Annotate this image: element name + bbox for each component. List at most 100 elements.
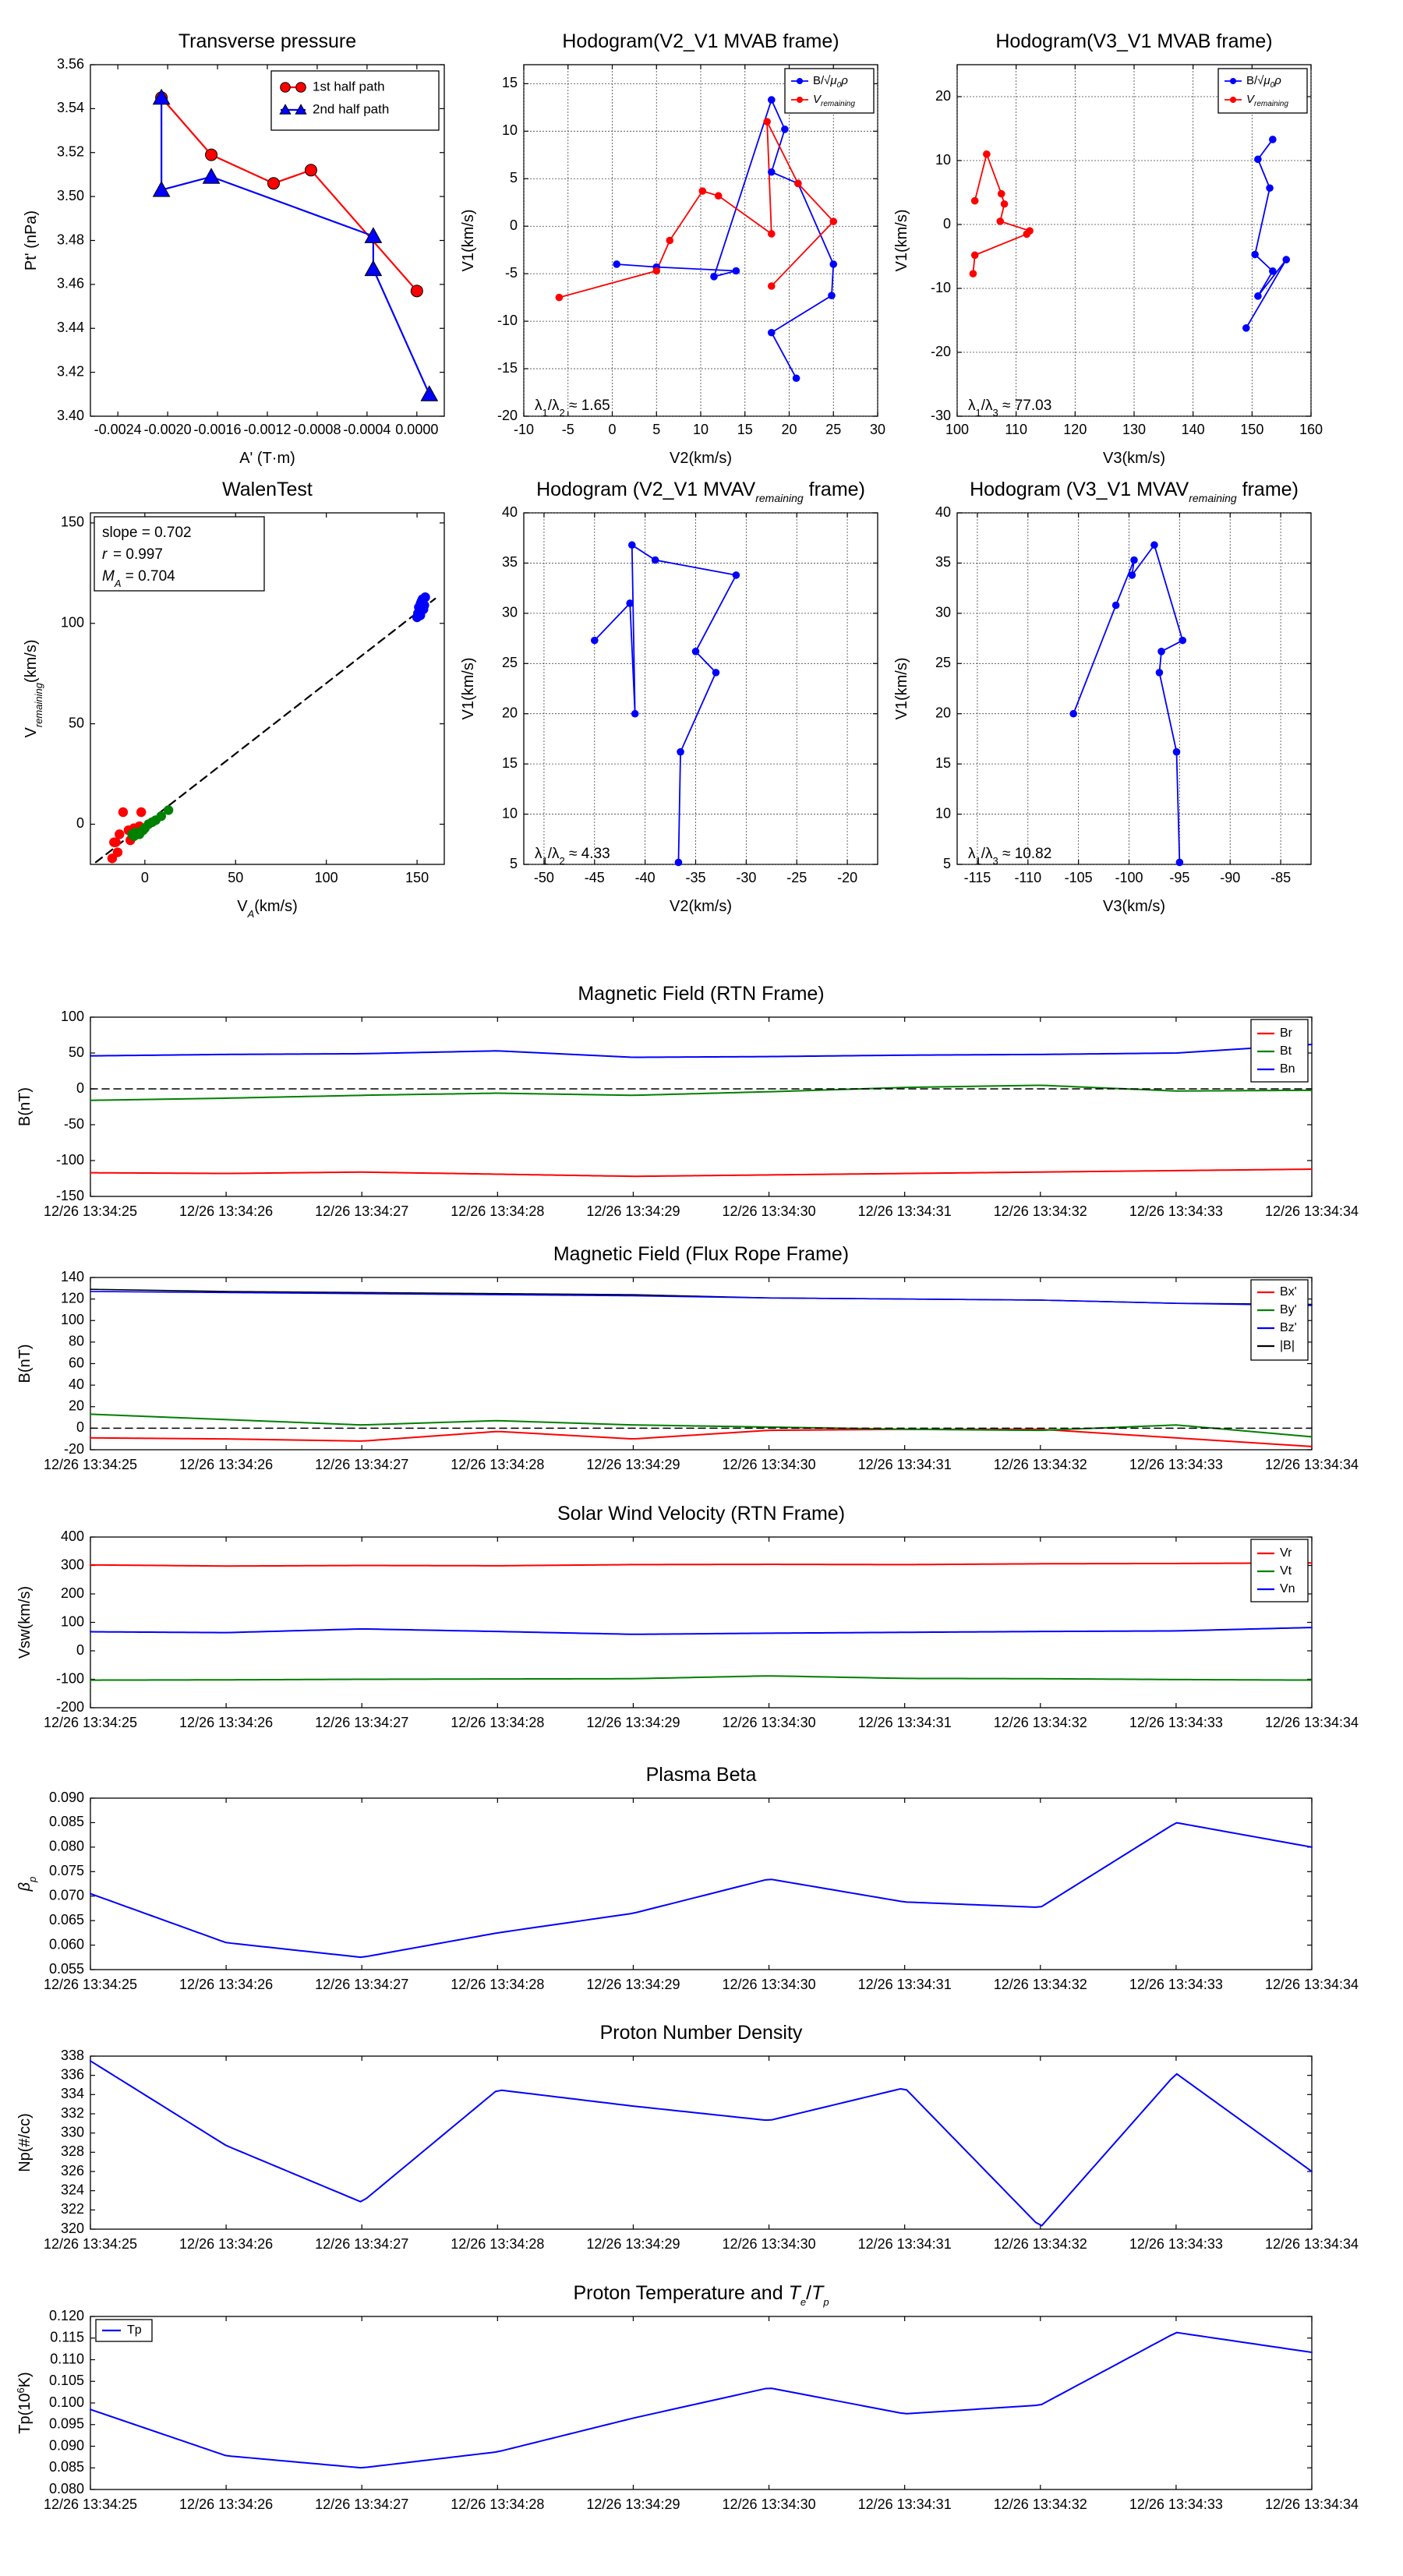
svg-text:10: 10 bbox=[502, 805, 518, 821]
svg-text:Vt: Vt bbox=[1280, 1564, 1292, 1578]
svg-text:0.115: 0.115 bbox=[50, 2330, 84, 2345]
svg-text:-30: -30 bbox=[931, 408, 951, 423]
svg-text:12/26 13:34:34: 12/26 13:34:34 bbox=[1265, 1715, 1359, 1730]
svg-text:12/26 13:34:30: 12/26 13:34:30 bbox=[722, 2496, 815, 2512]
svg-text:-95: -95 bbox=[1169, 870, 1189, 885]
svg-text:12/26 13:34:29: 12/26 13:34:29 bbox=[586, 1715, 680, 1730]
svg-text:5: 5 bbox=[652, 422, 660, 437]
svg-text:By': By' bbox=[1280, 1303, 1297, 1316]
svg-text:150: 150 bbox=[1240, 422, 1263, 437]
svg-text:Solar Wind Velocity (RTN Frame: Solar Wind Velocity (RTN Frame) bbox=[557, 1503, 845, 1525]
svg-text:-5: -5 bbox=[562, 422, 574, 437]
svg-text:r: r bbox=[102, 546, 108, 563]
svg-text:12/26 13:34:31: 12/26 13:34:31 bbox=[858, 2496, 952, 2512]
svg-text:130: 130 bbox=[1122, 422, 1146, 437]
svg-text:328: 328 bbox=[61, 2143, 84, 2159]
svg-text:338: 338 bbox=[61, 2048, 84, 2063]
svg-text:200: 200 bbox=[61, 1585, 84, 1601]
svg-text:WalenTest: WalenTest bbox=[222, 479, 313, 500]
svg-text:20: 20 bbox=[935, 88, 951, 104]
svg-text:12/26 13:34:33: 12/26 13:34:33 bbox=[1129, 1203, 1223, 1219]
svg-text:12/26 13:34:27: 12/26 13:34:27 bbox=[315, 1203, 408, 1219]
svg-text:0: 0 bbox=[608, 422, 616, 437]
svg-text:Tp: Tp bbox=[127, 2323, 142, 2337]
svg-text:15: 15 bbox=[935, 755, 951, 771]
svg-text:160: 160 bbox=[1299, 422, 1323, 437]
svg-text:12/26 13:34:26: 12/26 13:34:26 bbox=[179, 1457, 273, 1472]
svg-text:B(nT): B(nT) bbox=[16, 1345, 34, 1383]
svg-text:12/26 13:34:28: 12/26 13:34:28 bbox=[451, 1457, 544, 1472]
svg-text:15: 15 bbox=[502, 75, 518, 90]
svg-text:0.075: 0.075 bbox=[49, 1863, 84, 1878]
svg-text:12/26 13:34:34: 12/26 13:34:34 bbox=[1265, 1457, 1359, 1472]
svg-text:12/26 13:34:33: 12/26 13:34:33 bbox=[1129, 1977, 1223, 1992]
svg-text:140: 140 bbox=[1182, 422, 1205, 437]
svg-text:Bt: Bt bbox=[1280, 1044, 1292, 1058]
svg-text:Transverse pressure: Transverse pressure bbox=[178, 30, 356, 52]
svg-text:V1(km/s): V1(km/s) bbox=[460, 658, 477, 720]
svg-text:0: 0 bbox=[510, 217, 518, 233]
svg-text:40: 40 bbox=[502, 504, 518, 520]
svg-text:12/26 13:34:30: 12/26 13:34:30 bbox=[722, 1715, 815, 1730]
svg-text:20: 20 bbox=[69, 1398, 84, 1414]
svg-text:-105: -105 bbox=[1065, 870, 1093, 885]
svg-text:10: 10 bbox=[935, 805, 951, 821]
svg-text:0.070: 0.070 bbox=[49, 1887, 84, 1903]
svg-text:0: 0 bbox=[76, 1642, 84, 1658]
svg-text:-0.0012: -0.0012 bbox=[243, 422, 291, 437]
svg-text:Tp(106K): Tp(106K) bbox=[15, 2372, 34, 2433]
svg-text:110: 110 bbox=[1005, 422, 1027, 437]
svg-text:120: 120 bbox=[1063, 422, 1087, 437]
svg-text:3.46: 3.46 bbox=[57, 276, 84, 292]
svg-text:0.095: 0.095 bbox=[49, 2416, 84, 2432]
svg-text:12/26 13:34:28: 12/26 13:34:28 bbox=[451, 2496, 544, 2512]
svg-text:12/26 13:34:26: 12/26 13:34:26 bbox=[179, 2236, 273, 2252]
svg-text:3.54: 3.54 bbox=[57, 100, 84, 115]
svg-text:20: 20 bbox=[935, 705, 951, 720]
svg-text:-10: -10 bbox=[931, 280, 951, 295]
svg-text:12/26 13:34:30: 12/26 13:34:30 bbox=[722, 1977, 815, 1992]
svg-text:326: 326 bbox=[61, 2163, 84, 2178]
svg-text:100: 100 bbox=[61, 1312, 84, 1327]
svg-text:25: 25 bbox=[935, 655, 951, 670]
svg-text:-110: -110 bbox=[1014, 870, 1041, 885]
svg-text:-100: -100 bbox=[56, 1152, 84, 1168]
svg-text:-45: -45 bbox=[585, 870, 605, 885]
svg-text:334: 334 bbox=[61, 2086, 84, 2101]
svg-text:0.100: 0.100 bbox=[49, 2394, 84, 2410]
svg-text:0.085: 0.085 bbox=[49, 2459, 84, 2475]
svg-text:12/26 13:34:29: 12/26 13:34:29 bbox=[586, 2236, 680, 2252]
svg-text:30: 30 bbox=[935, 605, 951, 620]
svg-text:10: 10 bbox=[935, 152, 951, 168]
svg-text:12/26 13:34:25: 12/26 13:34:25 bbox=[44, 1457, 137, 1472]
svg-text:12/26 13:34:33: 12/26 13:34:33 bbox=[1129, 2236, 1223, 2252]
svg-text:1st half path: 1st half path bbox=[313, 79, 385, 94]
svg-text:12/26 13:34:34: 12/26 13:34:34 bbox=[1265, 1977, 1359, 1992]
svg-text:-90: -90 bbox=[1220, 870, 1240, 885]
svg-text:12/26 13:34:30: 12/26 13:34:30 bbox=[722, 2236, 815, 2252]
svg-text:12/26 13:34:32: 12/26 13:34:32 bbox=[994, 1457, 1087, 1472]
svg-text:12/26 13:34:27: 12/26 13:34:27 bbox=[315, 1715, 408, 1730]
svg-text:12/26 13:34:32: 12/26 13:34:32 bbox=[994, 2236, 1087, 2252]
svg-text:322: 322 bbox=[61, 2201, 84, 2217]
svg-text:-15: -15 bbox=[497, 360, 518, 376]
svg-text:100: 100 bbox=[61, 1613, 84, 1629]
svg-text:5: 5 bbox=[510, 856, 518, 871]
svg-text:12/26 13:34:25: 12/26 13:34:25 bbox=[44, 1715, 137, 1730]
svg-text:12/26 13:34:32: 12/26 13:34:32 bbox=[994, 1203, 1087, 1219]
svg-text:336: 336 bbox=[61, 2066, 84, 2082]
svg-text:0: 0 bbox=[76, 1419, 84, 1435]
svg-text:-150: -150 bbox=[56, 1188, 84, 1203]
svg-text:slope = 0.702: slope = 0.702 bbox=[102, 525, 192, 541]
svg-text:15: 15 bbox=[502, 755, 518, 771]
svg-text:V2(km/s): V2(km/s) bbox=[670, 898, 732, 915]
svg-text:5: 5 bbox=[943, 856, 951, 871]
svg-text:2nd half path: 2nd half path bbox=[313, 101, 389, 116]
svg-text:-85: -85 bbox=[1270, 870, 1291, 885]
svg-text:|B|: |B| bbox=[1280, 1339, 1295, 1352]
svg-text:= 0.997: = 0.997 bbox=[113, 546, 163, 563]
svg-text:80: 80 bbox=[69, 1334, 84, 1349]
svg-text:Magnetic Field (Flux Rope Fram: Magnetic Field (Flux Rope Frame) bbox=[553, 1243, 849, 1265]
svg-text:0: 0 bbox=[943, 216, 951, 231]
svg-text:150: 150 bbox=[405, 870, 429, 885]
